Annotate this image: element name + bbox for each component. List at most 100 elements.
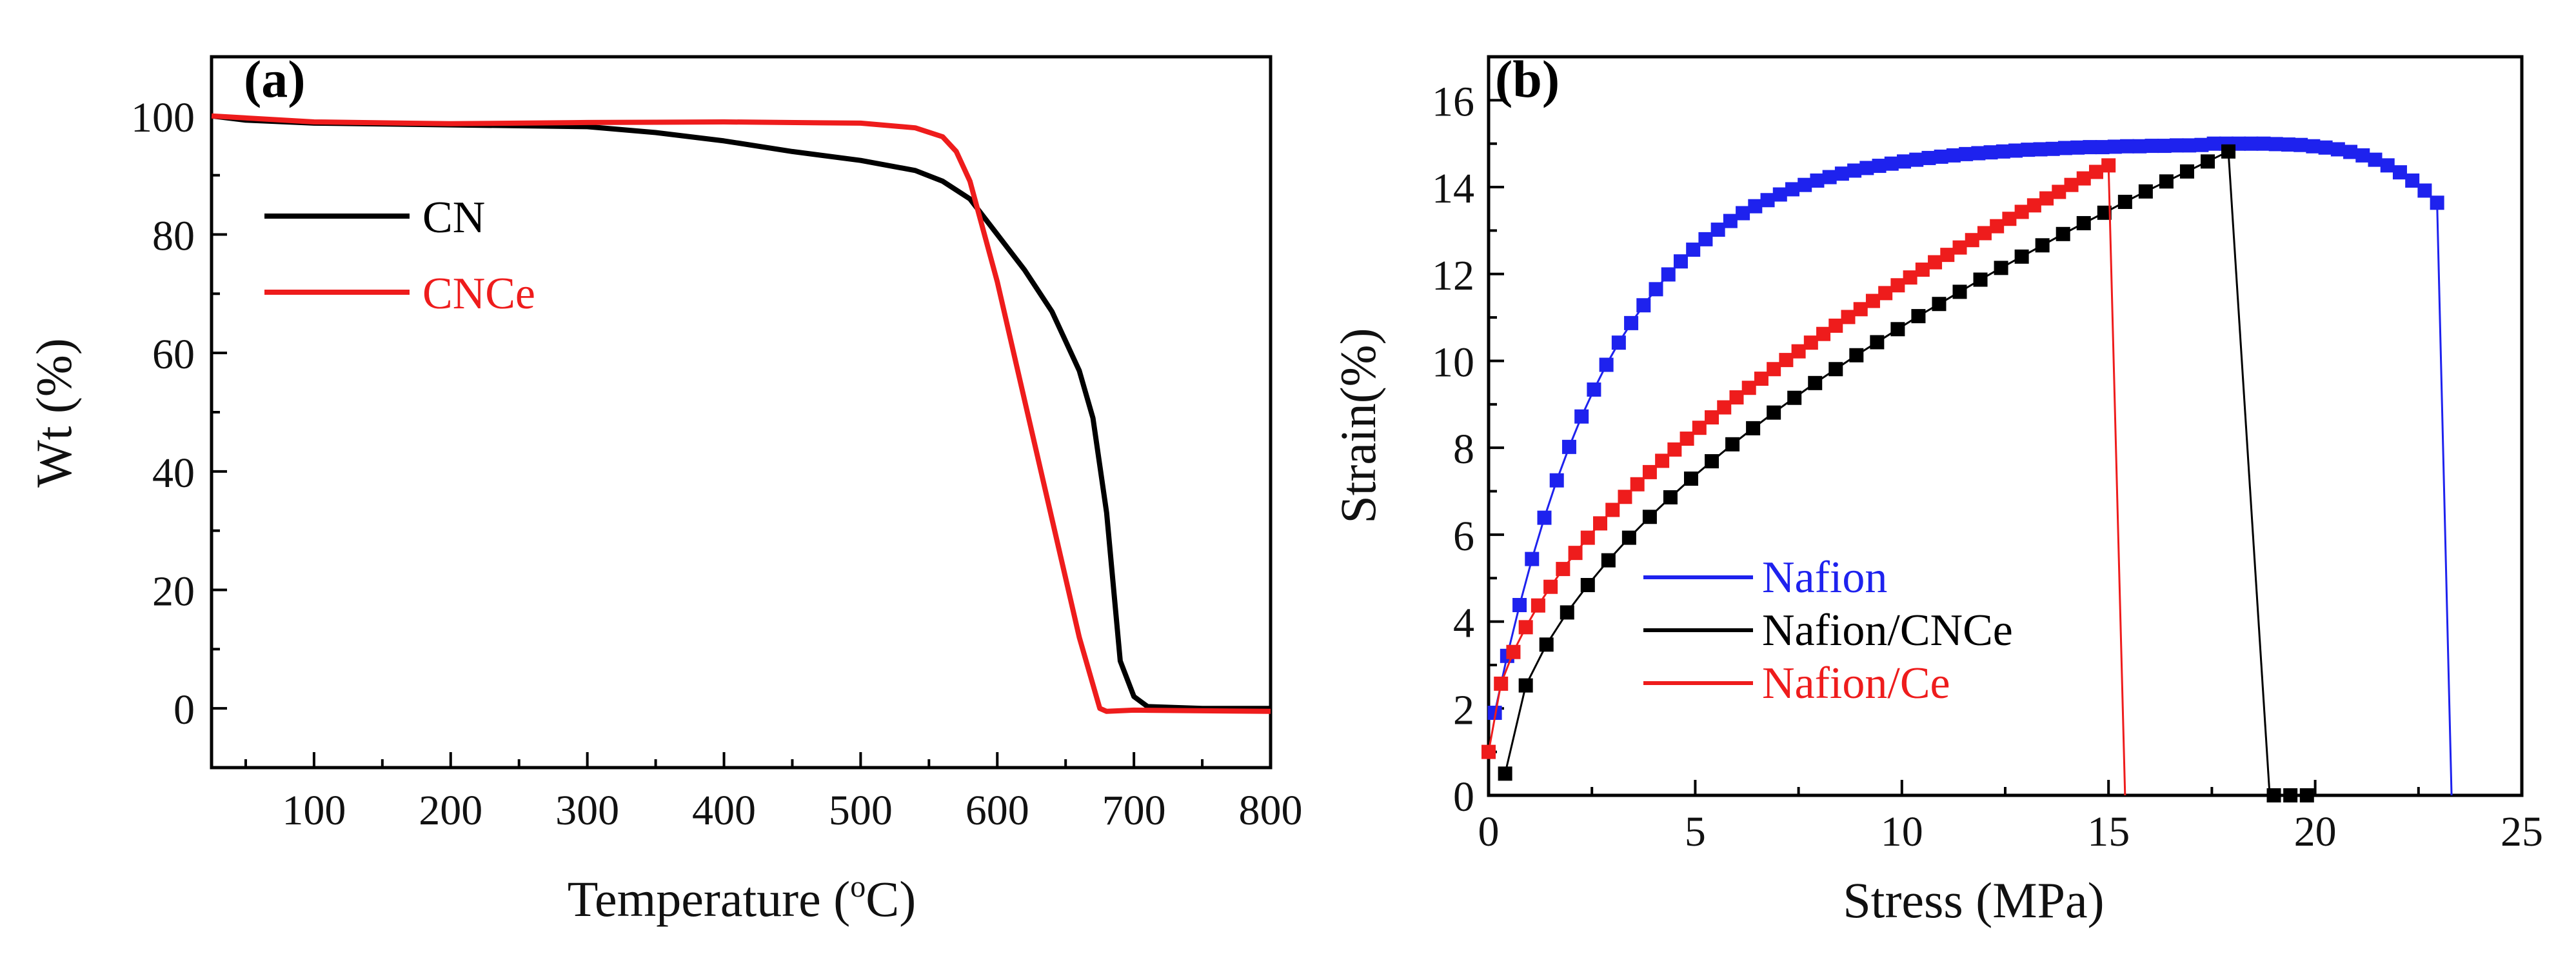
data-point-nafion bbox=[2294, 137, 2308, 152]
data-point-nafion bbox=[2343, 144, 2358, 159]
legend-label-cn: CN bbox=[422, 193, 485, 243]
data-point-nafion-cnce bbox=[1746, 421, 1761, 435]
data-point-nafion bbox=[2095, 140, 2110, 155]
data-point-nafion bbox=[1587, 382, 1601, 397]
data-point-nafion bbox=[2182, 138, 2197, 153]
data-point-nafion-cnce bbox=[2076, 215, 2091, 230]
panel-a-tga: 100 200 300 400 500 600 700 800 0 20 40 60 80 100 (a)… bbox=[26, 50, 1303, 927]
data-point-nafion bbox=[2045, 141, 2060, 156]
data-point-nafion bbox=[1909, 152, 1924, 167]
data-point-nafion-ce bbox=[2064, 177, 2079, 192]
data-point-nafion-cnce bbox=[2056, 226, 2070, 241]
panel-b-x-tick-label: 5 bbox=[1685, 808, 1706, 855]
data-point-nafion-cnce bbox=[1705, 454, 1719, 469]
data-point-nafion bbox=[2169, 138, 2184, 153]
data-point-nafion-cnce bbox=[1973, 272, 1988, 287]
data-point-nafion-ce bbox=[2026, 198, 2041, 213]
panel-a-y-tick-label: 20 bbox=[152, 568, 195, 615]
panel-b-label: (b) bbox=[1495, 50, 1560, 108]
data-point-nafion bbox=[2318, 140, 2333, 155]
legend-label-cnce: CNCe bbox=[422, 269, 535, 319]
panel-a-y-tick-label: 100 bbox=[131, 94, 195, 141]
data-point-nafion bbox=[1859, 161, 1874, 175]
panel-b-x-tick-label: 20 bbox=[2294, 808, 2337, 855]
data-point-nafion-ce bbox=[1952, 240, 1967, 255]
data-point-nafion-ce bbox=[1580, 530, 1595, 545]
data-point-nafion bbox=[1983, 145, 1998, 160]
data-point-nafion-cnce bbox=[2097, 205, 2112, 220]
legend-label-nafion-ce: Nafion/Ce bbox=[1762, 659, 1950, 708]
data-point-nafion bbox=[1772, 187, 1787, 202]
data-point-nafion-ce bbox=[1679, 432, 1694, 446]
panel-a-x-tick-label: 700 bbox=[1102, 787, 1166, 834]
data-point-nafion bbox=[1810, 173, 1825, 188]
data-point-nafion-cnce bbox=[1932, 297, 1947, 312]
data-point-nafion-ce bbox=[1543, 579, 1558, 594]
data-point-nafion bbox=[1561, 439, 1576, 454]
data-point-nafion-ce bbox=[1568, 546, 1583, 561]
panel-a-y-tick-label: 60 bbox=[152, 331, 195, 378]
data-point-nafion bbox=[1636, 298, 1651, 313]
data-point-nafion-ce bbox=[2076, 171, 2091, 186]
data-point-nafion bbox=[2392, 165, 2407, 180]
data-point-nafion-cnce bbox=[2266, 788, 2281, 802]
data-point-nafion-ce bbox=[1940, 248, 1955, 263]
panel-b-x-tick-label: 25 bbox=[2501, 808, 2543, 855]
data-point-nafion-cnce bbox=[1663, 490, 1678, 504]
data-point-nafion bbox=[2405, 173, 2420, 188]
data-point-nafion-cnce bbox=[2283, 788, 2298, 802]
data-point-nafion bbox=[1661, 267, 1676, 282]
data-point-nafion bbox=[1785, 182, 1799, 197]
data-point-nafion bbox=[1760, 193, 1775, 208]
panel-a-plot-frame bbox=[210, 55, 1273, 770]
data-point-nafion bbox=[1897, 154, 1912, 169]
data-point-nafion bbox=[2430, 195, 2444, 210]
data-point-nafion-ce bbox=[1518, 620, 1533, 635]
data-point-nafion bbox=[2120, 139, 2135, 154]
panel-b-y-tick-label: 8 bbox=[1453, 426, 1474, 473]
data-point-nafion bbox=[2132, 139, 2147, 154]
data-point-nafion bbox=[1723, 214, 1738, 228]
data-point-nafion-cnce bbox=[2200, 154, 2215, 169]
data-point-nafion bbox=[2244, 136, 2259, 151]
data-point-nafion bbox=[2281, 137, 2295, 152]
panel-a-x-tick-label: 800 bbox=[1239, 787, 1303, 834]
data-point-nafion-ce bbox=[1618, 490, 1632, 504]
series-failure-drop-nafion bbox=[2436, 203, 2453, 796]
panel-b-y-tick-label: 0 bbox=[1453, 773, 1474, 821]
data-point-nafion-ce bbox=[1717, 400, 1732, 415]
panel-a-x-tick-label: 200 bbox=[419, 787, 482, 834]
data-point-nafion-ce bbox=[1692, 421, 1707, 435]
data-point-nafion-cnce bbox=[2221, 144, 2236, 159]
data-point-nafion bbox=[2417, 183, 2432, 198]
data-point-nafion bbox=[1673, 254, 1688, 269]
panel-b-y-tick-label: 10 bbox=[1432, 339, 1474, 386]
panel-a-y-tick-label: 40 bbox=[152, 450, 195, 497]
data-point-nafion-cnce bbox=[1994, 261, 2008, 275]
data-point-nafion-cnce bbox=[2035, 238, 2050, 253]
data-point-nafion bbox=[2008, 143, 2023, 158]
data-point-nafion bbox=[1525, 552, 1540, 566]
data-point-nafion bbox=[2268, 137, 2283, 152]
panel-b-series bbox=[1481, 136, 2453, 802]
series-failure-drop-nafion-ce bbox=[2107, 165, 2126, 796]
panel-b-x-axis-title: Stress (MPa) bbox=[1843, 872, 2104, 928]
data-point-nafion-ce bbox=[1705, 410, 1719, 425]
data-point-nafion-cnce bbox=[2159, 174, 2174, 189]
data-point-nafion bbox=[1599, 357, 1614, 372]
data-point-nafion bbox=[2355, 148, 2370, 163]
data-point-nafion-cnce bbox=[1952, 284, 1967, 299]
data-point-nafion bbox=[2194, 137, 2209, 152]
data-point-nafion bbox=[2033, 142, 2048, 157]
panel-a-ticks: 100 200 300 400 500 600 700 800 0 20 40 60 80 100 bbox=[131, 55, 1303, 834]
data-point-nafion-ce bbox=[1655, 453, 1670, 468]
data-point-nafion-cnce bbox=[1890, 322, 1905, 337]
data-point-nafion-cnce bbox=[2117, 194, 2132, 209]
data-point-nafion bbox=[1537, 510, 1552, 525]
data-point-nafion bbox=[2330, 142, 2345, 157]
data-point-nafion-ce bbox=[1903, 270, 1917, 285]
data-point-nafion bbox=[2306, 139, 2321, 154]
data-point-nafion-ce bbox=[1754, 372, 1769, 386]
